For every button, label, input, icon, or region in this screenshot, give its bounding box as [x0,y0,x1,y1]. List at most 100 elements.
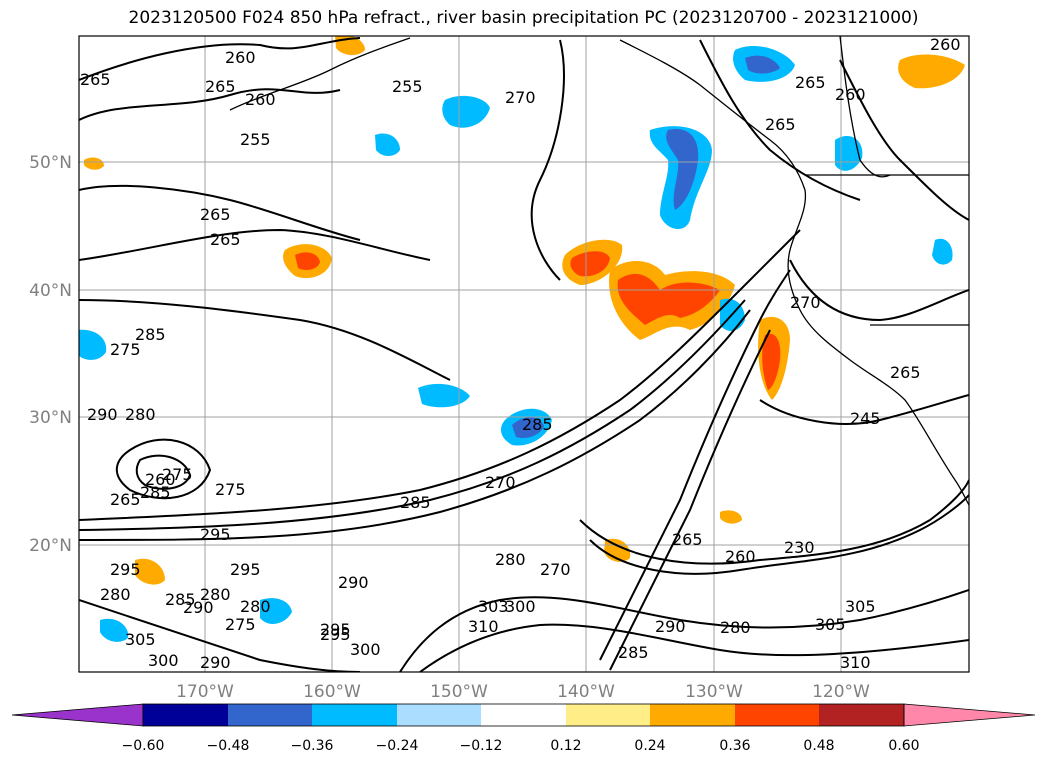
contour-label: 285 [400,493,431,512]
contour-label: 280 [720,618,751,637]
contour-label: 275 [110,340,141,359]
colorbar-ticks: −0.60 −0.48 −0.36 −0.24 −0.12 0.12 0.24 … [122,738,920,754]
contour-label: 245 [850,409,881,428]
contour-label: 280 [200,585,231,604]
lon-label: 170°W [176,682,234,702]
contour-label: 305 [125,630,156,649]
colorbar-swatch [228,704,312,726]
contour-label: 285 [618,643,649,662]
contour-label: 310 [468,617,499,636]
contour-label: 295 [230,560,261,579]
colorbar-swatch [481,704,566,726]
lon-label: 140°W [557,682,615,702]
contour-label: 265 [765,115,796,134]
contour-label: 295 [320,625,351,644]
colorbar-swatch [819,704,904,726]
lon-label: 120°W [812,682,870,702]
contour-label: 280 [495,550,526,569]
contour-label: 295 [110,560,141,579]
contour-label: 290 [200,653,231,672]
colorbar-tick: −0.24 [376,738,419,754]
colorbar-tick: 0.24 [634,738,665,754]
contour-label: 290 [87,405,118,424]
colorbar-tick: 0.12 [550,738,581,754]
contour-label: 305 [815,615,846,634]
colorbar-tick: 0.48 [803,738,834,754]
contour-label: 260 [930,35,961,54]
lon-label: 150°W [430,682,488,702]
contour-label: 305 [845,597,876,616]
contour-label: 285 [165,590,196,609]
colorbar-swatch [312,704,397,726]
contour-label: 265 [210,230,241,249]
contour-label: 260 [835,85,866,104]
colorbar-tick: 0.36 [719,738,750,754]
lat-label: 20°N [29,536,72,556]
contour-label: 300 [505,597,536,616]
contour-label: 265 [80,70,111,89]
contour-label: 290 [183,598,214,617]
coastlines [229,36,969,506]
contour-label: 295 [320,620,351,639]
contour-label: 280 [100,585,131,604]
contour-label: 260 [725,547,756,566]
colorbar-extend-high [903,703,1036,727]
contour-label: 270 [790,293,821,312]
colorbar-extend-low [11,703,144,727]
contour-label: 290 [655,617,686,636]
contour-label: 303 [478,597,509,616]
contour-label: 285 [140,483,171,502]
contour-label: 270 [540,560,571,579]
contour-label: 265 [890,363,921,382]
colorbar-tick: −0.48 [207,738,250,754]
contour-label: 265 [795,73,826,92]
colorbar-swatch [397,704,481,726]
colorbar-swatch [650,704,735,726]
colorbar-tick: −0.60 [122,738,165,754]
lat-label: 30°N [29,408,72,428]
lon-label: 160°W [303,682,361,702]
contour-label: 265 [672,530,703,549]
contour-label: 260 [145,470,176,489]
contour-label: 255 [240,130,271,149]
contour-label: 260 [225,48,256,67]
lat-label: 40°N [29,281,72,301]
contour-label: 255 [392,77,423,96]
lat-label: 50°N [29,153,72,173]
contour-label: 275 [215,480,246,499]
contour-label: 260 [245,90,276,109]
contour-label: 270 [505,88,536,107]
longitude-labels: 170°W 160°W 150°W 140°W 130°W 120°W [176,682,870,702]
contour-label: 290 [338,573,369,592]
contour-label: 285 [522,415,553,434]
refractivity-contours [79,37,969,672]
chart-title: 2023120500 F024 850 hPa refract., river … [128,8,919,28]
contour-label: 275 [162,465,193,484]
contour-label: 265 [200,205,231,224]
contour-label: 280 [240,597,271,616]
contour-label: 280 [125,405,156,424]
colorbar: −0.60 −0.48 −0.36 −0.24 −0.12 0.12 0.24 … [11,703,1036,754]
colorbar-swatch [735,704,819,726]
colorbar-tick: −0.12 [460,738,503,754]
lon-label: 130°W [685,682,743,702]
contour-label: 265 [205,77,236,96]
colorbar-tick: 0.60 [888,738,919,754]
contour-label: 300 [350,640,381,659]
contour-label: 230 [784,538,815,557]
contour-label: 295 [200,525,231,544]
latitude-labels: 50°N 40°N 30°N 20°N [29,153,72,556]
contour-label: 275 [225,615,256,634]
contour-label-group: 260 260 260 265 265 265 265 255 255 270 … [80,35,961,672]
colorbar-swatch [566,704,650,726]
contour-label: 270 [485,473,516,492]
contour-label: 265 [110,490,141,509]
map-area [79,36,969,672]
graticule [79,36,969,672]
map-frame [78,35,970,673]
contour-label: 285 [135,325,166,344]
contour-label: 310 [840,653,871,672]
contour-label: 300 [148,651,179,670]
colorbar-tick: −0.36 [291,738,334,754]
